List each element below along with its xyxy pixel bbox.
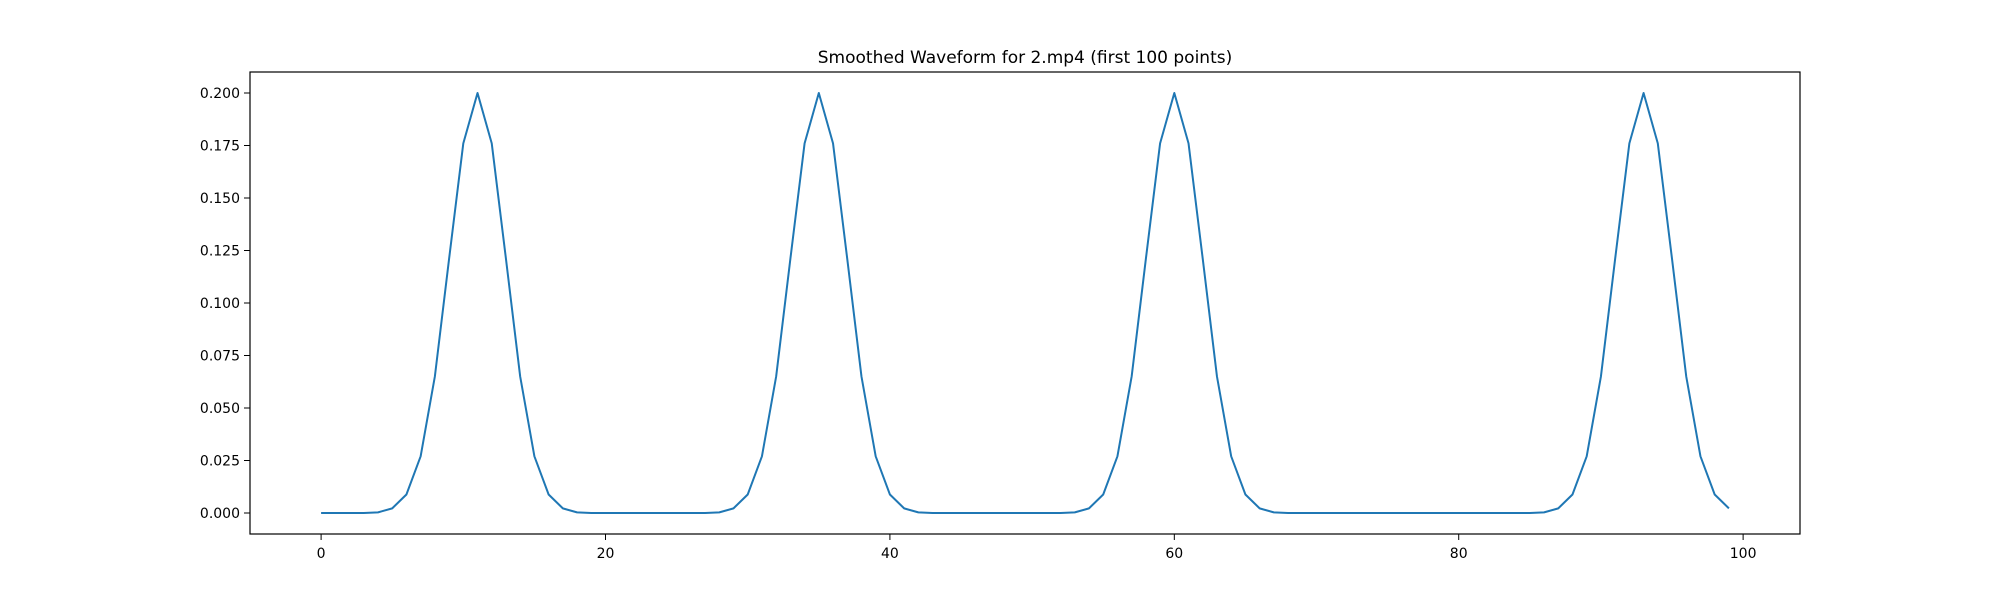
y-tick-label: 0.175 [200, 139, 240, 155]
x-tick-label: 100 [1730, 546, 1757, 562]
y-tick-label: 0.025 [200, 454, 240, 470]
x-tick-label: 20 [597, 546, 615, 562]
series-line [321, 92, 1730, 514]
y-axis: 0.000 0.025 0.050 0.075 0.100 0.125 0.150 0.175… [200, 86, 250, 522]
y-tick-label: 0.200 [200, 86, 240, 102]
chart-title: Smoothed Waveform for 2.mp4 (first 100 p… [818, 48, 1232, 68]
y-tick-label: 0.150 [200, 191, 240, 207]
y-tick-label: 0.075 [200, 349, 240, 365]
x-tick-label: 0 [317, 546, 326, 562]
x-tick-label: 80 [1450, 546, 1468, 562]
y-tick-label: 0.000 [200, 506, 240, 522]
y-tick-label: 0.050 [200, 401, 240, 417]
y-tick-label: 0.125 [200, 244, 240, 260]
plot-frame [249, 71, 1801, 535]
y-tick-label: 0.100 [200, 296, 240, 312]
x-tick-label: 40 [881, 546, 899, 562]
x-axis: 0 20 40 60 80 100 [317, 534, 1757, 562]
x-tick-label: 60 [1165, 546, 1183, 562]
